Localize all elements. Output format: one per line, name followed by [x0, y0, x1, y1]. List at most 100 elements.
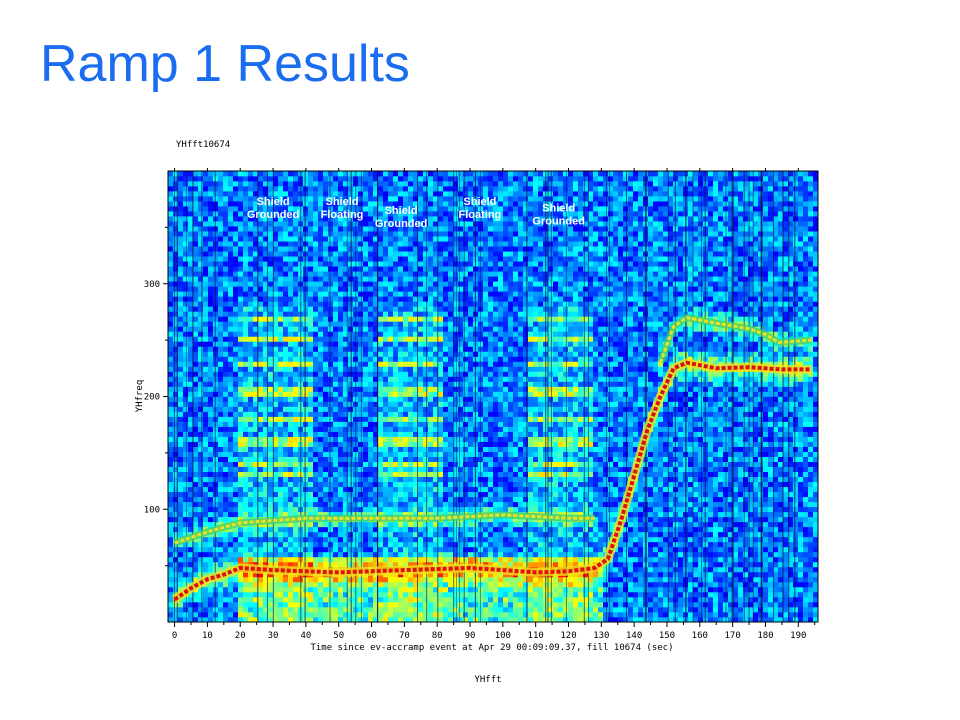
heatmap-cell [328, 191, 334, 197]
heatmap-cell [428, 506, 434, 513]
heatmap-cell [343, 471, 349, 478]
heatmap-cell [248, 346, 254, 352]
heatmap-cell [408, 241, 414, 247]
heatmap-cell [443, 451, 449, 457]
heatmap-cell [238, 221, 244, 227]
heatmap-cell [383, 331, 389, 337]
heatmap-cell [288, 511, 294, 518]
heatmap-cell [323, 206, 329, 212]
heatmap-cell [278, 241, 284, 247]
heatmap-cell [233, 276, 239, 282]
heatmap-cell [218, 496, 224, 503]
heatmap-cell [383, 181, 389, 187]
heatmap-cell [413, 406, 419, 412]
heatmap-cell [228, 411, 234, 417]
heatmap-cell [263, 581, 269, 588]
heatmap-cell [333, 341, 339, 347]
heatmap-cell [293, 421, 299, 427]
heatmap-cell [178, 606, 184, 613]
heatmap-cell [183, 471, 189, 478]
heatmap-cell [363, 396, 369, 402]
heatmap-cell [433, 426, 439, 432]
heatmap-cell [208, 606, 214, 613]
heatmap-cell [398, 386, 404, 392]
heatmap-cell [258, 541, 264, 548]
heatmap-cell [178, 571, 184, 578]
heatmap-cell [228, 331, 234, 337]
heatmap-cell [378, 546, 384, 553]
heatmap-cell [388, 421, 394, 427]
heatmap-cell [188, 501, 194, 508]
heatmap-cell [418, 506, 424, 513]
heatmap-cell [368, 296, 374, 302]
heatmap-cell [268, 256, 274, 262]
heatmap-cell [438, 551, 444, 558]
heatmap-cell [358, 211, 364, 217]
heatmap-cell [173, 321, 179, 327]
heatmap-cell [208, 391, 214, 397]
heatmap-cell [208, 241, 214, 247]
heatmap-cell [413, 306, 419, 312]
heatmap-cell [378, 486, 384, 493]
heatmap-cell [408, 316, 414, 322]
heatmap-cell [178, 411, 184, 417]
heatmap-cell [368, 226, 374, 232]
heatmap-cell [193, 296, 199, 302]
heatmap-cell [198, 606, 204, 613]
heatmap-cell [193, 556, 199, 563]
heatmap-cell [418, 176, 424, 182]
heatmap-cell [273, 486, 279, 493]
heatmap-cell [188, 236, 194, 242]
heatmap-cell [303, 171, 309, 177]
heatmap-cell [283, 206, 289, 212]
heatmap-cell [228, 556, 234, 563]
heatmap-cell [248, 601, 254, 608]
heatmap-cell [318, 551, 324, 558]
heatmap-cell [288, 421, 294, 427]
heatmap-cell [218, 396, 224, 402]
heatmap-cell [238, 256, 244, 262]
heatmap-cell [333, 446, 339, 452]
heatmap-cell [323, 456, 329, 462]
heatmap-cell [288, 281, 294, 287]
heatmap-cell [223, 211, 229, 217]
heatmap-cell [288, 231, 294, 237]
heatmap-cell [243, 536, 249, 543]
heatmap-cell [428, 351, 434, 357]
heatmap-cell [338, 401, 344, 407]
heatmap-cell [243, 351, 249, 357]
heatmap-cell [438, 591, 444, 598]
heatmap-cell [358, 591, 364, 598]
heatmap-cell [393, 196, 399, 202]
heatmap-cell [308, 451, 314, 457]
heatmap-cell [403, 241, 409, 247]
heatmap-cell [318, 281, 324, 287]
heatmap-cell [223, 491, 229, 498]
heatmap-cell [238, 576, 244, 583]
heatmap-cell [383, 501, 389, 508]
heatmap-cell [363, 411, 369, 417]
heatmap-cell [223, 606, 229, 613]
heatmap-cell [388, 271, 394, 277]
heatmap-cell [393, 576, 399, 583]
heatmap-cell [338, 591, 344, 598]
heatmap-cell [398, 306, 404, 312]
heatmap-cell [363, 221, 369, 227]
heatmap-cell [423, 251, 429, 257]
heatmap-cell [343, 481, 349, 488]
heatmap-cell [383, 596, 389, 603]
heatmap-cell [423, 326, 429, 332]
heatmap-cell [433, 216, 439, 222]
heatmap-cell [333, 211, 339, 217]
heatmap-cell [343, 211, 349, 217]
heatmap-cell [308, 531, 314, 538]
heatmap-cell [283, 436, 289, 442]
heatmap-cell [358, 581, 364, 588]
heatmap-cell [423, 236, 429, 242]
heatmap-cell [293, 331, 299, 337]
heatmap-cell [303, 431, 309, 437]
heatmap-cell [178, 371, 184, 377]
heatmap-cell [363, 296, 369, 302]
heatmap-cell [408, 451, 414, 457]
heatmap-cell [168, 371, 174, 377]
